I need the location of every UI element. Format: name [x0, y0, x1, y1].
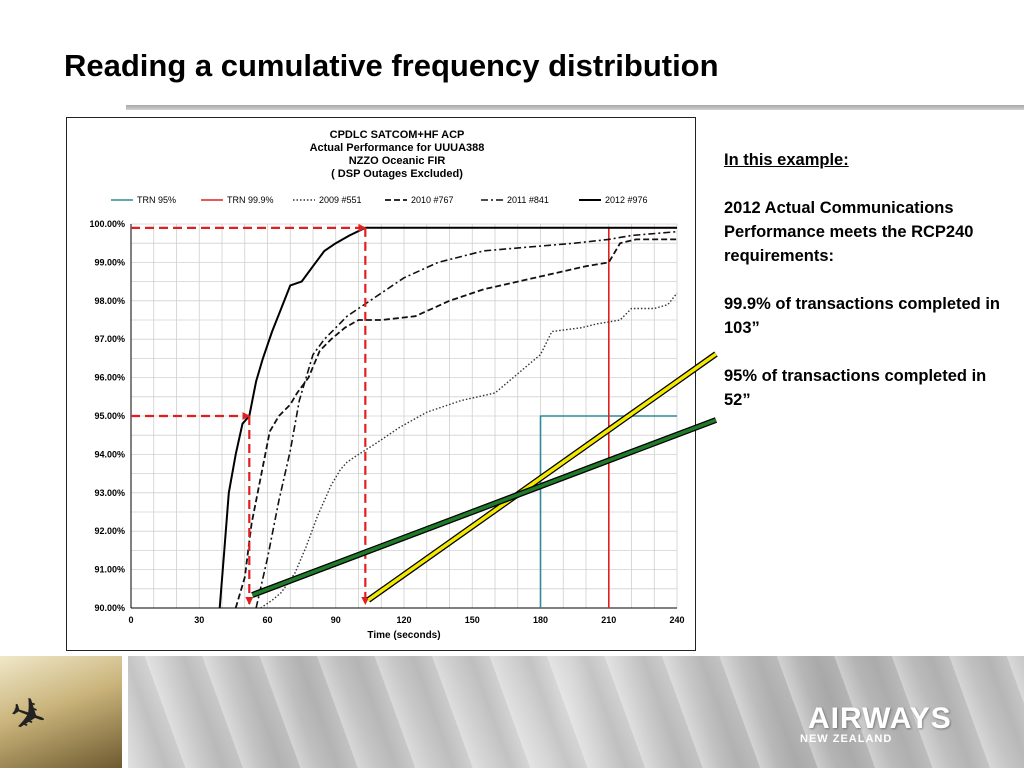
chart-title-line: Actual Performance for UUUA388 [310, 142, 485, 154]
brand-logo: AIRWAYS [808, 702, 952, 735]
x-tick-label: 150 [465, 615, 480, 625]
legend-label: TRN 99.9% [227, 195, 274, 205]
x-tick-label: 90 [331, 615, 341, 625]
legend-label: TRN 95% [137, 195, 176, 205]
chart-title-line: NZZO Oceanic FIR [349, 155, 446, 167]
title-divider [126, 105, 1024, 110]
series-line-trn-99-9- [607, 227, 677, 608]
y-tick-label: 95.00% [94, 411, 125, 421]
chart-title-line: ( DSP Outages Excluded) [331, 168, 463, 180]
y-tick-label: 91.00% [94, 565, 125, 575]
legend-label: 2012 #976 [605, 195, 648, 205]
slide-title: Reading a cumulative frequency distribut… [64, 48, 719, 83]
legend-label: 2009 #551 [319, 195, 362, 205]
x-tick-label: 180 [533, 615, 548, 625]
x-tick-label: 60 [262, 615, 272, 625]
y-tick-label: 94.00% [94, 449, 125, 459]
footer-banner: ✈ [0, 656, 1024, 768]
footer-pattern [128, 656, 1024, 768]
airplane-icon: ✈ [2, 686, 55, 745]
x-tick-label: 210 [601, 615, 616, 625]
legend-label: 2010 #767 [411, 195, 454, 205]
x-axis-title: Time (seconds) [367, 630, 440, 641]
footer-divider [122, 656, 128, 768]
series-line-2012-976 [218, 226, 677, 609]
explanation-paragraph-1: 2012 Actual Communications Performance m… [724, 199, 974, 265]
chart-title-line: CPDLC SATCOM+HF ACP [330, 129, 465, 141]
y-tick-label: 100.00% [89, 219, 125, 229]
series-line-2010-767 [234, 238, 677, 609]
explanation-paragraph-3: 95% of transactions completed in 52” [724, 367, 987, 409]
x-tick-label: 30 [194, 615, 204, 625]
chart-frame: CPDLC SATCOM+HF ACP Actual Performance fo… [66, 117, 696, 651]
y-tick-label: 90.00% [94, 603, 125, 613]
explanation-panel: In this example: 2012 Actual Communicati… [724, 148, 1014, 436]
explanation-paragraph-2: 99.9% of transactions completed in 103” [724, 295, 1000, 337]
series-line-2011-841 [255, 230, 678, 609]
legend-label: 2011 #841 [507, 195, 549, 205]
y-tick-label: 93.00% [94, 488, 125, 498]
brand-subtitle: NEW ZEALAND [800, 733, 893, 745]
explanation-heading: In this example: [724, 151, 849, 169]
x-tick-label: 240 [669, 615, 684, 625]
y-tick-label: 97.00% [94, 334, 125, 344]
footer-photo: ✈ [0, 656, 122, 768]
y-tick-label: 99.00% [94, 257, 125, 267]
series-line-2009-551 [260, 292, 678, 609]
x-tick-label: 0 [128, 615, 133, 625]
x-tick-label: 120 [396, 615, 411, 625]
y-tick-label: 96.00% [94, 373, 125, 383]
y-tick-label: 92.00% [94, 526, 125, 536]
y-tick-label: 98.00% [94, 296, 125, 306]
